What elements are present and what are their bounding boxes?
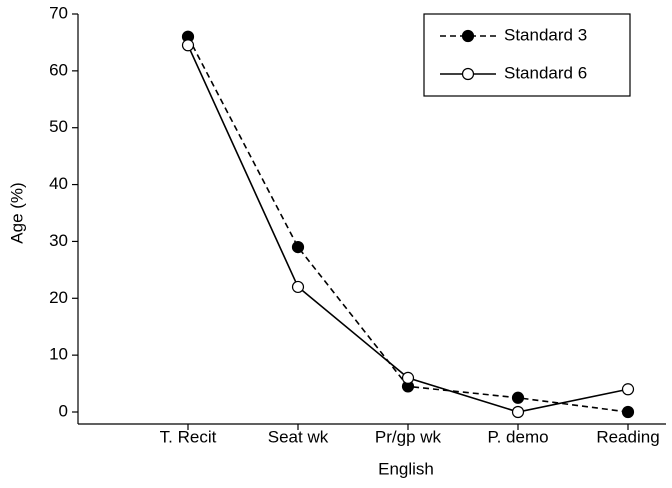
legend-marker [461, 29, 475, 43]
data-point [511, 391, 525, 404]
data-point [291, 280, 305, 294]
x-tick-label: Pr/gp wk [375, 427, 442, 446]
data-point [401, 371, 415, 384]
y-tick-label: 40 [49, 174, 68, 193]
legend [423, 13, 631, 97]
y-tick-label: 20 [49, 288, 68, 307]
y-tick-label: 70 [49, 3, 68, 22]
data-point [291, 241, 305, 254]
x-tick-label: T. Recit [160, 427, 217, 446]
data-point [511, 405, 525, 419]
x-tick-label: Reading [596, 427, 659, 446]
x-axis-label: English [378, 459, 434, 478]
y-tick-label: 30 [49, 231, 68, 250]
legend-label: Standard 6 [504, 63, 587, 82]
y-tick-label: 0 [59, 401, 68, 420]
y-axis-label: Age (%) [7, 182, 26, 243]
series-line [187, 44, 629, 413]
y-tick-label: 10 [49, 345, 68, 364]
data-point [181, 39, 195, 52]
y-tick-label: 50 [49, 117, 68, 136]
x-tick-label: P. demo [487, 427, 548, 446]
y-tick-label: 60 [49, 60, 68, 79]
legend-label: Standard 3 [504, 25, 587, 44]
x-tick-label: Seat wk [268, 427, 329, 446]
data-point [621, 405, 635, 419]
data-point [621, 383, 635, 396]
legend-marker [461, 67, 475, 81]
